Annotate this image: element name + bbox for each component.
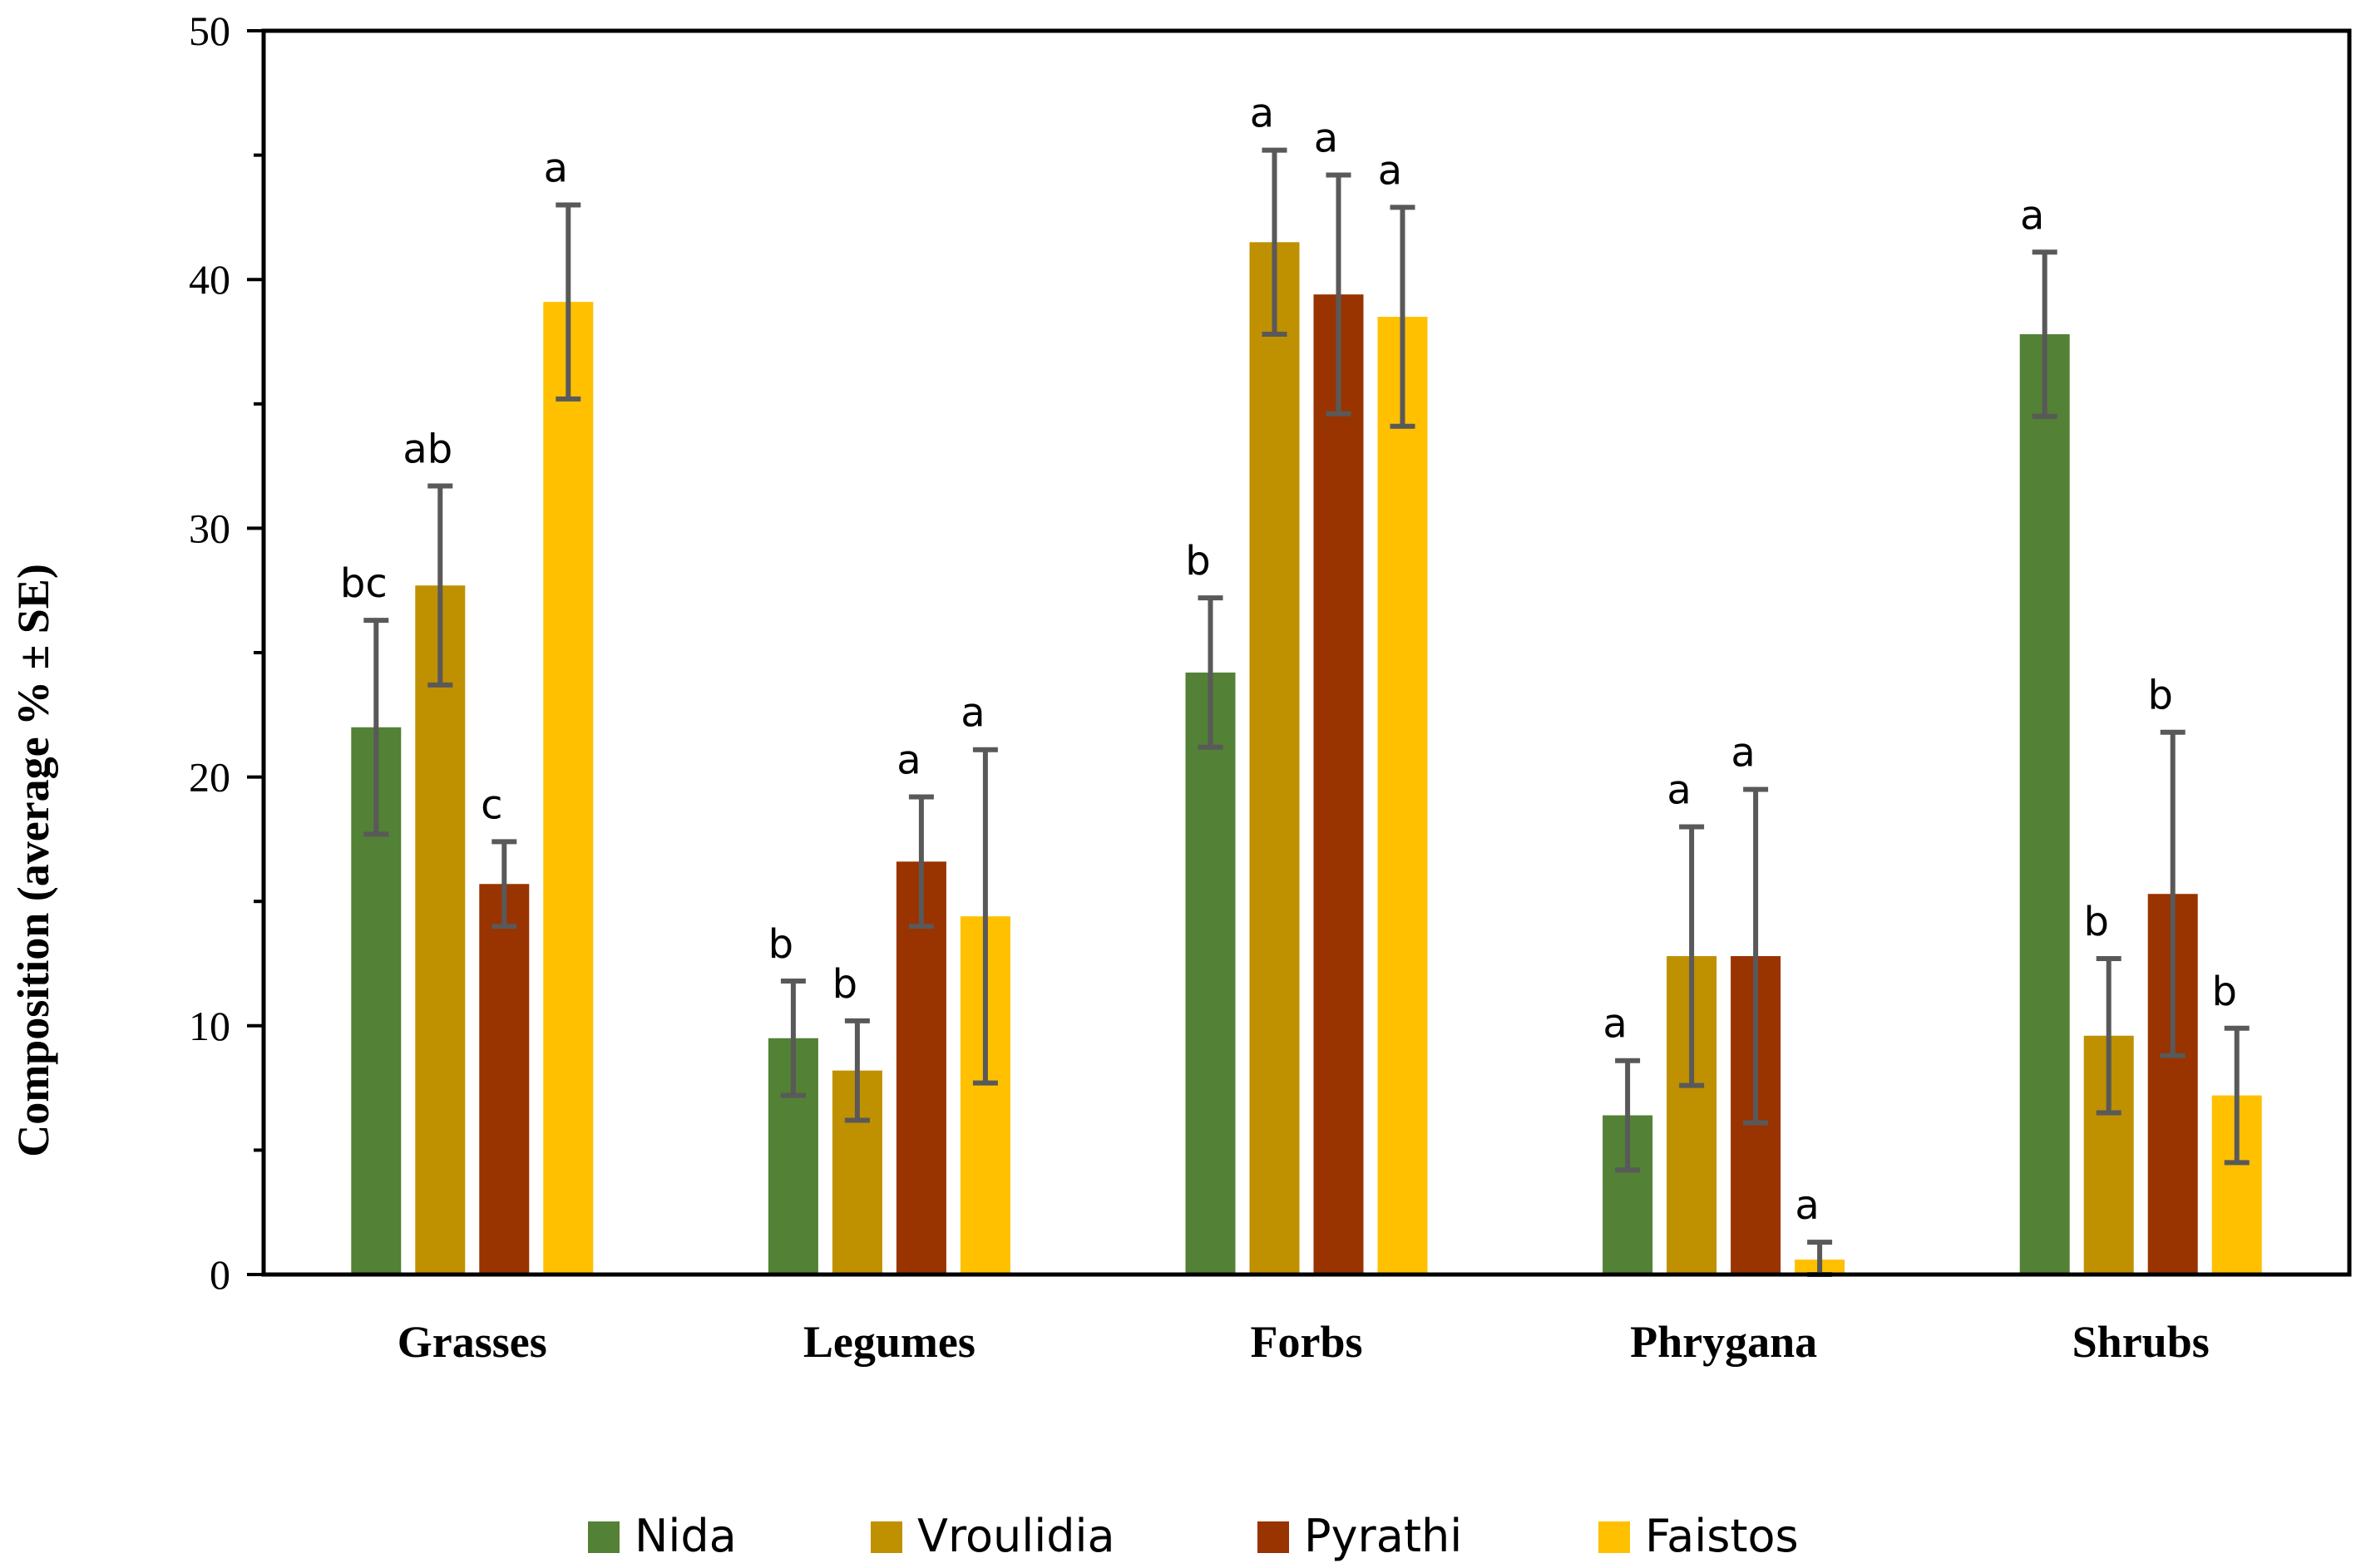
error-bars <box>363 147 2250 1277</box>
bar-faistos-grasses <box>543 302 594 1275</box>
bar-pyrathi-forbs <box>1313 294 1364 1275</box>
significance-label: a <box>961 690 985 737</box>
legend-label-vroulidia: Vroulidia <box>917 1510 1115 1562</box>
bar-vroulidia-forbs <box>1249 242 1300 1275</box>
legend-swatch-faistos <box>1598 1521 1630 1553</box>
y-axis-title: Composition (average % ± SE) <box>8 564 58 1157</box>
significance-label: a <box>1314 116 1338 162</box>
significance-label: a <box>1603 1001 1627 1048</box>
bar-pyrathi-legumes <box>896 861 946 1275</box>
significance-label: a <box>896 737 921 784</box>
significance-label: b <box>768 921 793 968</box>
bar-nida-forbs <box>1185 672 1236 1275</box>
significance-label: b <box>832 961 857 1008</box>
significance-label: b <box>2211 969 2236 1015</box>
category-label-forbs: Forbs <box>1251 1317 1363 1367</box>
significance-label: b <box>2147 673 2172 719</box>
significance-label: a <box>1250 91 1274 137</box>
bars <box>351 242 2262 1275</box>
bar-vroulidia-grasses <box>415 585 466 1275</box>
significance-label: c <box>481 782 502 828</box>
category-label-shrubs: Shrubs <box>2072 1317 2210 1367</box>
y-tick-label: 20 <box>189 754 230 801</box>
y-tick-label: 50 <box>189 7 230 54</box>
significance-label: bc <box>340 560 388 607</box>
legend-swatch-vroulidia <box>871 1521 902 1553</box>
bar-pyrathi-grasses <box>479 884 530 1275</box>
significance-label: b <box>2083 899 2108 945</box>
category-label-phrygana: Phrygana <box>1630 1317 1817 1367</box>
bar-faistos-forbs <box>1377 317 1428 1275</box>
y-axis: 0 10 20 30 40 50 <box>189 7 264 1298</box>
significance-label: a <box>1731 730 1755 777</box>
significance-label: a <box>544 145 568 191</box>
plot-frame <box>261 28 2352 1277</box>
legend-label-nida: Nida <box>635 1510 737 1562</box>
significance-label: a <box>1795 1182 1819 1229</box>
legend-label-pyrathi: Pyrathi <box>1304 1510 1462 1562</box>
significance-label: a <box>2020 192 2044 239</box>
y-tick-label: 30 <box>189 505 230 551</box>
legend-swatch-nida <box>588 1521 620 1553</box>
bar-nida-shrubs <box>2019 334 2070 1275</box>
y-tick-label: 0 <box>210 1251 230 1298</box>
significance-label: ab <box>403 427 452 473</box>
significance-label: a <box>1378 147 1402 194</box>
y-tick-label: 10 <box>189 1003 230 1049</box>
y-tick-label: 40 <box>189 256 230 303</box>
legend-swatch-pyrathi <box>1257 1521 1289 1553</box>
category-label-grasses: Grasses <box>398 1317 547 1367</box>
significance-label: a <box>1667 767 1691 813</box>
legend: Nida Vroulidia Pyrathi Faistos <box>588 1510 1799 1562</box>
category-label-legumes: Legumes <box>803 1317 976 1367</box>
legend-label-faistos: Faistos <box>1645 1510 1799 1562</box>
significance-label: b <box>1185 538 1210 584</box>
category-labels: Grasses Legumes Forbs Phrygana Shrubs <box>398 1317 2210 1367</box>
